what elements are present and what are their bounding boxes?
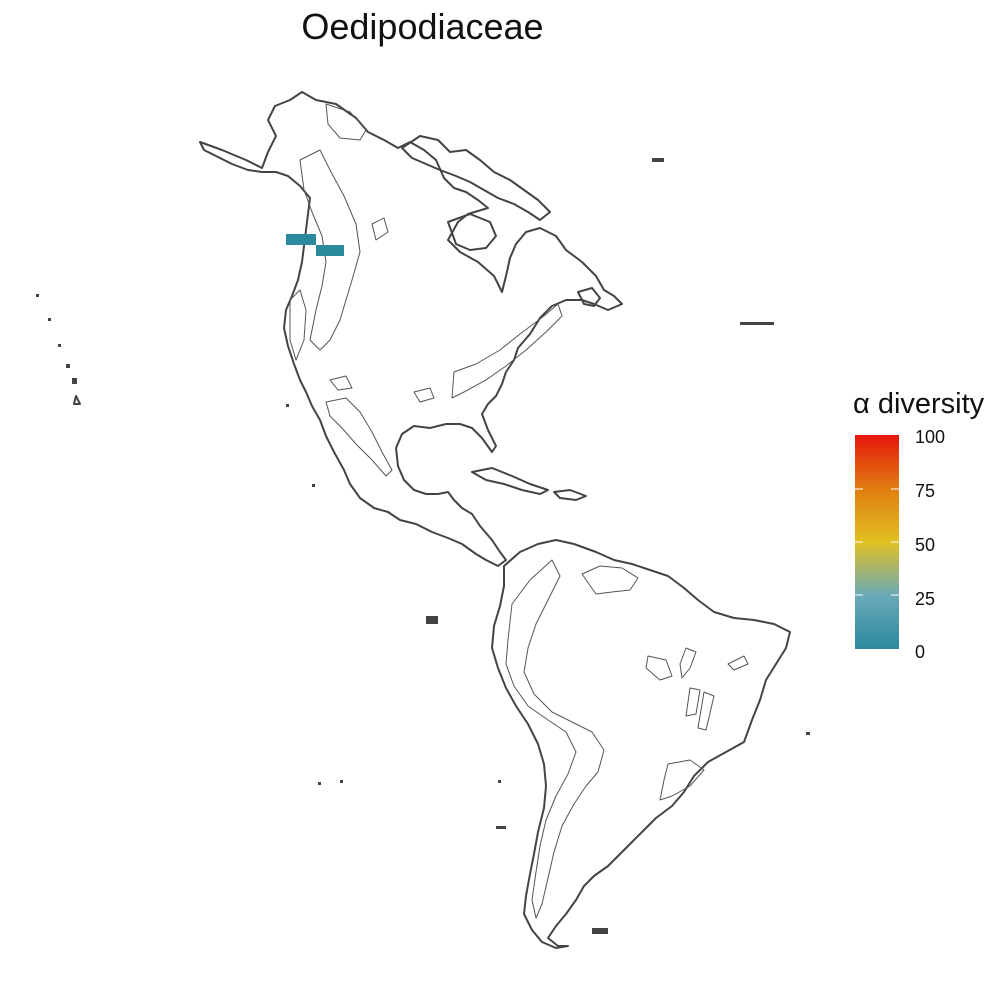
brazilian-highland-region-1	[645, 655, 673, 681]
legend-tick-75: 75	[915, 481, 936, 501]
legend-color-bar	[855, 435, 899, 649]
trindade-island	[806, 732, 810, 735]
hawaii-island-4	[66, 364, 70, 368]
brazilian-highland-region-3	[685, 687, 701, 717]
andes-region	[505, 559, 605, 919]
newfoundland-coastline	[577, 287, 601, 307]
mexico-sierra-region	[325, 397, 393, 477]
greenland-fragment	[652, 158, 664, 162]
hispaniola-coastline	[553, 489, 587, 501]
hawaii-island-1	[36, 294, 39, 297]
falkland-islands	[592, 928, 608, 934]
brazilian-highland-region-4	[697, 691, 715, 731]
cuba-coastline	[471, 467, 549, 495]
pacific-island-2	[340, 780, 343, 783]
northern-basin-region	[371, 217, 389, 241]
brazilian-highland-region-5	[727, 655, 749, 671]
legend-tick-100: 100	[915, 427, 946, 447]
pacific-island-1	[318, 782, 321, 785]
legend-tick-0: 0	[915, 642, 926, 662]
pacific-island-3	[498, 780, 501, 783]
guadalupe-island	[286, 404, 289, 407]
arctic-islands-coastline	[401, 135, 551, 221]
alaska-range-region	[325, 103, 367, 141]
hawaii-island-5	[72, 378, 77, 384]
legend-title: α diversity	[853, 388, 985, 420]
azores-islands	[740, 322, 774, 325]
occurrence-cell-north	[286, 234, 316, 245]
hudson-bay-island	[447, 213, 497, 251]
south-america-coastline	[491, 539, 791, 949]
rocky-mountains-region	[299, 149, 361, 351]
galapagos-islands	[426, 616, 438, 624]
guiana-highlands-region	[581, 565, 639, 595]
hawaii-island-2	[48, 318, 51, 321]
atlantic-forest-region	[659, 759, 705, 801]
legend: α diversity 100 75 50 25 0	[853, 388, 1000, 668]
map-title: Oedipodiaceae	[301, 6, 544, 47]
occurrence-cell-south	[316, 245, 344, 256]
north-america-coastline	[199, 91, 623, 567]
legend-tick-25: 25	[915, 589, 936, 609]
sierra-cascade-region	[289, 289, 307, 361]
hawaii-big-island	[73, 395, 81, 405]
hawaii-island-3	[58, 344, 61, 347]
revillagigedo-island	[312, 484, 315, 487]
central-plains-region	[329, 375, 353, 391]
legend-tick-50: 50	[915, 535, 936, 555]
great-lakes-region	[413, 387, 435, 403]
brazilian-highland-region-2	[679, 647, 697, 679]
juan-fernandez-islands	[496, 826, 506, 829]
appalachian-region	[451, 303, 563, 399]
